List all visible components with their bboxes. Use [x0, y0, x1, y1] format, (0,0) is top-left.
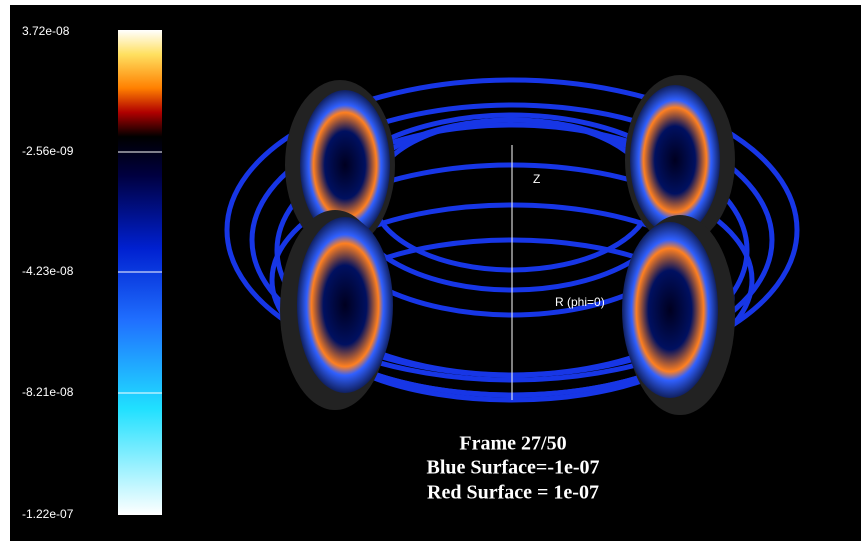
caption-line: Frame 27/50 — [459, 433, 566, 455]
colorbar-label: -2.56e-09 — [22, 144, 74, 158]
cross-sections — [280, 75, 735, 415]
r-axis-label: R (phi=0) — [555, 295, 605, 309]
caption-line: Red Surface = 1e-07 — [427, 482, 599, 504]
caption-line: Blue Surface=-1e-07 — [426, 457, 599, 479]
colorbar-label: -4.23e-08 — [22, 264, 74, 278]
colorbar-label: -8.21e-08 — [22, 385, 74, 399]
colorbar-label: 3.72e-08 — [22, 24, 70, 38]
z-axis-label: Z — [533, 172, 540, 186]
colorbar-label: -1.22e-07 — [22, 507, 74, 521]
